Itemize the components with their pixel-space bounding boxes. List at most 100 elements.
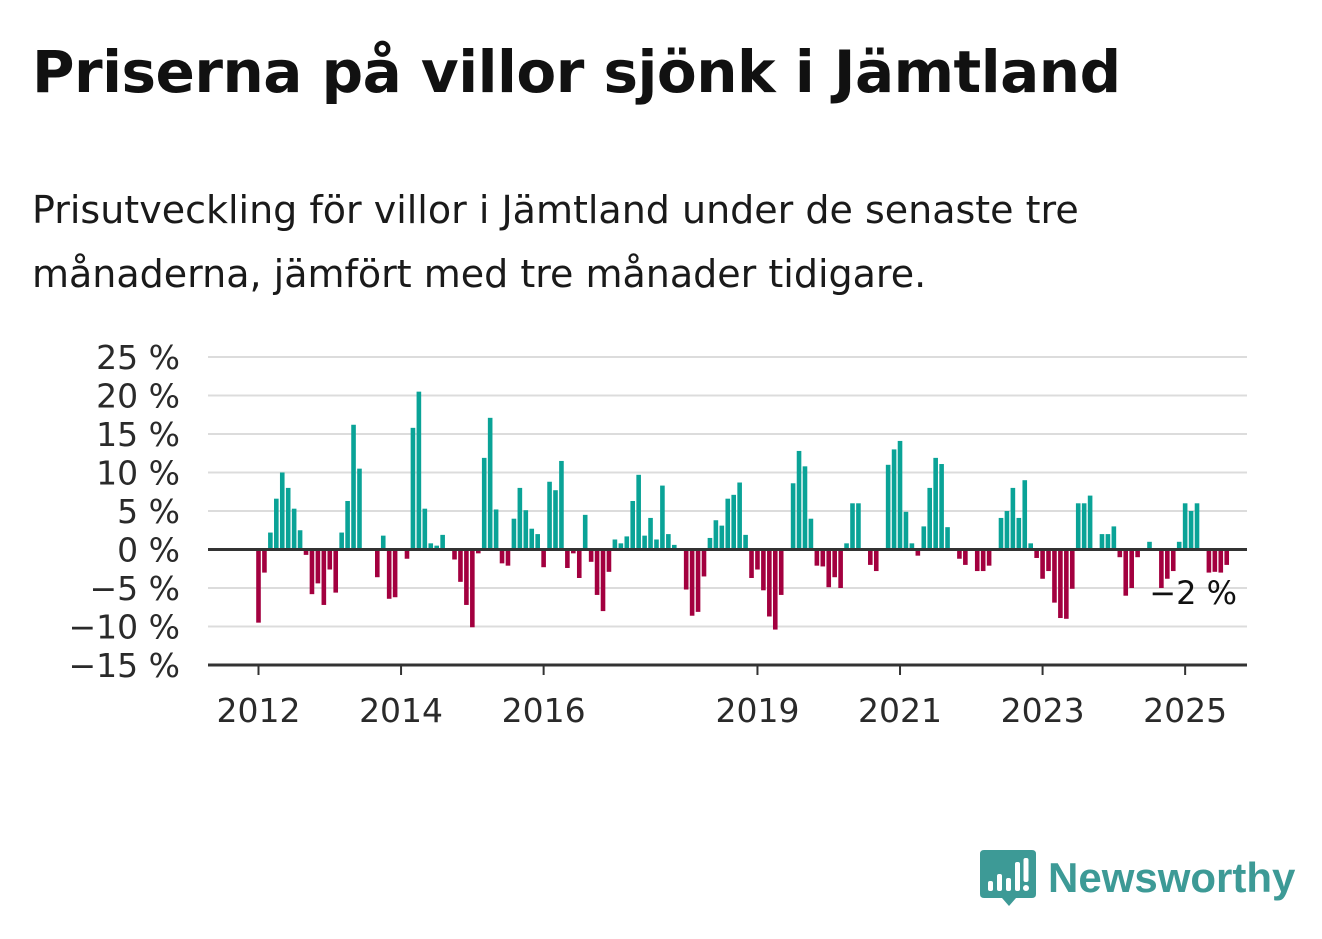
x-tick-label: 2014 [359,691,443,730]
bar [921,526,927,550]
y-tick-label: −15 % [69,646,181,685]
bar [761,549,766,591]
x-tick-label: 2019 [715,691,799,730]
bar [654,539,659,550]
bar [464,549,469,605]
x-tick-label: 2012 [217,691,301,730]
bar [404,549,410,559]
bar [327,549,333,570]
bar [1099,534,1105,550]
bar [1081,503,1087,550]
bar [582,514,588,550]
bar [868,549,873,565]
bar [1052,549,1057,603]
bar [434,545,439,550]
bar [268,532,273,550]
bar [974,549,980,572]
x-tick-label: 2025 [1143,691,1227,730]
bar [523,510,529,550]
bar [939,464,944,550]
x-tick-label: 2023 [1001,691,1085,730]
bar [927,487,933,550]
bar [755,549,760,570]
bar [719,525,725,550]
bar [838,549,843,588]
y-tick-label: 10 % [96,454,180,493]
bar [1165,549,1170,579]
bar [321,549,327,605]
bar [624,536,630,550]
brand-name: Newsworthy [1048,854,1296,901]
bar [452,549,457,560]
bar [1058,549,1063,619]
bar [820,549,826,567]
bar [588,549,594,562]
bar [1224,549,1230,565]
bar [422,508,428,550]
bar [743,534,748,550]
bar [1022,480,1028,550]
bar [713,520,719,550]
bar [274,498,279,550]
bar [850,503,855,550]
bar [1194,503,1200,550]
bar [1087,495,1093,550]
bar [856,503,861,550]
bar [1170,549,1176,572]
bar [1176,541,1182,550]
bar [606,549,612,572]
bar [386,549,392,599]
bar [410,427,416,550]
bar [475,549,481,554]
bar [428,543,434,550]
bar [600,549,606,612]
gridlines [208,356,1247,628]
bar [470,549,475,628]
bar [695,549,701,612]
bar [351,424,356,550]
bar [517,487,523,550]
bar [672,544,677,550]
bar [648,517,653,550]
page-subtitle: Prisutveckling för villor i Jämtland und… [32,188,1079,296]
bar [1004,511,1010,550]
bar [707,537,713,550]
bar [885,464,891,550]
bar-series [256,391,1230,630]
bar [1206,549,1212,573]
bar [571,549,576,554]
bar [1147,541,1152,550]
bar [256,549,261,623]
bar [891,449,897,550]
bar [998,517,1004,550]
bar [963,549,968,565]
y-tick-label: 20 % [96,377,180,416]
bar [291,508,297,550]
bar [1159,549,1164,588]
bar [909,543,915,550]
bar [487,417,493,550]
bar [980,549,986,572]
bar [345,500,350,550]
bar [666,534,671,550]
bar [683,549,689,590]
y-tick-label: −10 % [69,608,181,647]
y-tick-label: 25 % [96,338,180,377]
bar [986,549,992,566]
bar [493,509,499,550]
x-tick-label: 2021 [858,691,942,730]
bar [529,528,535,550]
x-tick-label: 2016 [502,691,586,730]
bar [481,457,487,550]
page-title: Priserna på villor sjönk i Jämtland [32,38,1121,106]
bar [315,549,321,584]
y-tick-label: −5 % [90,569,181,608]
bar [1016,517,1022,550]
bar [1040,549,1045,579]
bar-chart: 25 %20 %15 %10 %5 %0 %−5 %−10 %−15 % 201… [69,338,1247,730]
bar [808,518,814,550]
bar [1188,511,1194,550]
bar [1069,549,1075,589]
last-value-label: −2 % [1149,574,1237,612]
bar [392,549,398,598]
